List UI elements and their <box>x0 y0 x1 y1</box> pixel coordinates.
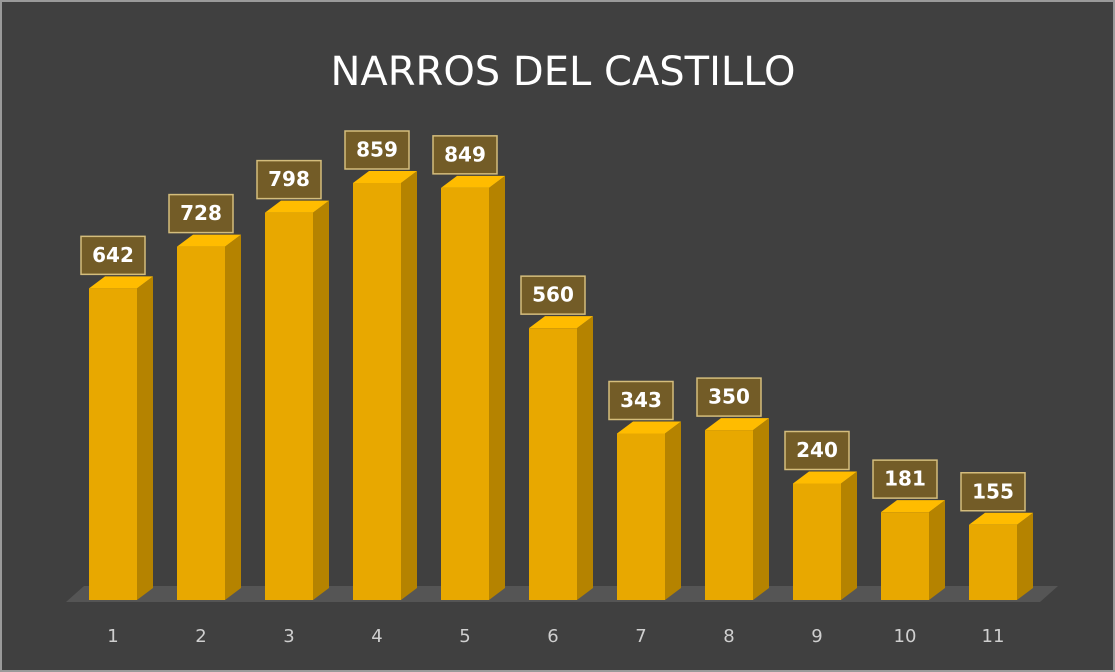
data-label-box <box>696 377 762 417</box>
x-tick-label: 3 <box>283 626 294 647</box>
x-tick-label: 5 <box>459 626 470 647</box>
data-label: 642 <box>92 243 134 267</box>
bar <box>705 418 769 600</box>
bar-top <box>441 175 505 188</box>
data-label: 350 <box>708 385 750 409</box>
bar-front <box>265 212 313 600</box>
data-label: 181 <box>884 467 926 491</box>
bar-front <box>969 524 1017 600</box>
x-tick-label: 7 <box>635 626 646 647</box>
x-tick-label: 6 <box>547 626 558 647</box>
bar-top <box>705 418 769 431</box>
bar-top <box>265 200 329 213</box>
bar <box>529 316 593 600</box>
data-label: 798 <box>268 167 310 191</box>
bar-side <box>665 421 681 600</box>
bar-front <box>89 288 137 600</box>
bar <box>881 500 945 600</box>
data-label: 859 <box>356 138 398 162</box>
data-label: 240 <box>796 438 838 462</box>
bar-front <box>705 430 753 600</box>
bar-front <box>881 512 929 600</box>
bar-top <box>353 171 417 183</box>
x-tick-label: 11 <box>982 626 1005 647</box>
x-tick-label: 8 <box>723 626 734 647</box>
data-label: 560 <box>532 283 574 307</box>
bar-front <box>177 246 225 600</box>
data-label-box <box>80 235 146 276</box>
data-label: 343 <box>620 388 662 412</box>
bar-side <box>753 418 769 600</box>
data-label-box <box>784 430 850 471</box>
data-label-box <box>960 472 1026 512</box>
data-label-box <box>608 380 674 421</box>
bar-side <box>577 316 593 600</box>
bar-top <box>529 316 593 329</box>
bar-top <box>881 500 945 513</box>
bar-front <box>617 433 665 600</box>
data-label: 728 <box>180 201 222 225</box>
bar-side <box>929 500 945 600</box>
bar <box>793 471 857 600</box>
x-tick-label: 4 <box>371 626 382 647</box>
bar-side <box>489 175 505 600</box>
bar-front <box>353 183 401 600</box>
chart-title: NARROS DEL CASTILLO <box>330 49 795 95</box>
bar-side <box>313 200 329 600</box>
bar-top <box>89 276 153 289</box>
bar <box>89 276 153 600</box>
bar-top <box>969 512 1033 525</box>
data-label: 849 <box>444 142 486 166</box>
x-tick-label: 10 <box>894 626 917 647</box>
bar <box>969 512 1033 600</box>
bar <box>441 175 505 600</box>
data-label-box <box>872 459 938 499</box>
x-tick-label: 9 <box>811 626 822 647</box>
bar-top <box>617 421 681 434</box>
bar-side <box>225 234 241 600</box>
data-label-box <box>432 135 498 175</box>
data-label-box <box>256 159 322 200</box>
x-tick-label: 1 <box>107 626 118 647</box>
bar <box>353 171 417 600</box>
bar <box>177 234 241 600</box>
data-label-box <box>344 130 410 170</box>
bar-top <box>793 471 857 484</box>
bar-side <box>401 171 417 600</box>
bar-side <box>841 471 857 600</box>
bar-front <box>529 328 577 600</box>
bar-front <box>441 187 489 600</box>
data-label-box <box>168 193 234 234</box>
bar-front <box>793 483 841 600</box>
bar <box>617 421 681 600</box>
bar-side <box>1017 512 1033 600</box>
data-label-box <box>520 275 586 315</box>
data-label: 155 <box>972 479 1014 503</box>
x-tick-label: 2 <box>195 626 206 647</box>
bar <box>265 200 329 600</box>
bar-side <box>137 276 153 600</box>
bar-top <box>177 234 241 247</box>
